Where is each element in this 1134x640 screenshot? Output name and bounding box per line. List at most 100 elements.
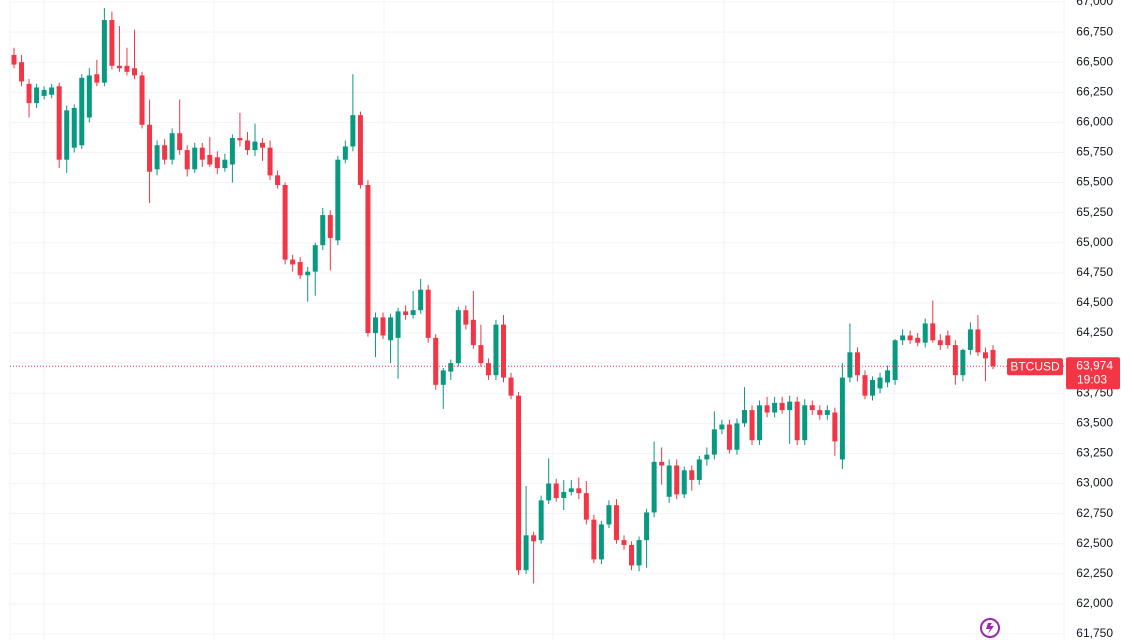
candle-body bbox=[49, 87, 55, 95]
price-badge bbox=[1066, 357, 1120, 390]
candle-body bbox=[930, 323, 936, 341]
candle-body bbox=[493, 324, 499, 376]
candle-body bbox=[892, 340, 898, 380]
candle-body bbox=[320, 215, 326, 246]
candle-body bbox=[237, 138, 243, 141]
candle-body bbox=[711, 429, 717, 455]
candle-body bbox=[169, 133, 175, 160]
candle-body bbox=[139, 75, 145, 125]
candle-body bbox=[967, 329, 973, 350]
candle-body bbox=[613, 505, 619, 541]
candle-body bbox=[982, 352, 988, 359]
candle-body bbox=[681, 470, 687, 495]
candle-body bbox=[659, 461, 665, 466]
candle-body bbox=[448, 363, 454, 372]
last-price-label: 63,974 bbox=[1076, 358, 1113, 372]
candle-body bbox=[719, 424, 725, 430]
candle-body bbox=[696, 459, 702, 480]
candle-body bbox=[629, 544, 635, 566]
candle-body bbox=[531, 535, 537, 542]
candle-body bbox=[847, 352, 853, 378]
candle-body bbox=[749, 410, 755, 441]
candle-body bbox=[131, 68, 137, 76]
y-tick-label: 65,000 bbox=[1076, 235, 1113, 249]
candle-body bbox=[101, 20, 107, 83]
candle-body bbox=[741, 410, 747, 424]
candle-body bbox=[244, 140, 250, 151]
y-tick-label: 65,500 bbox=[1076, 175, 1113, 189]
candle-body bbox=[568, 488, 574, 492]
candle-body bbox=[915, 337, 921, 343]
candle-body bbox=[922, 323, 928, 343]
candle-body bbox=[621, 540, 627, 545]
candle-body bbox=[440, 370, 446, 385]
candle-body bbox=[960, 349, 966, 376]
candle-body bbox=[772, 402, 778, 413]
candle-body bbox=[636, 540, 642, 566]
candle-body bbox=[34, 87, 40, 104]
candle-body bbox=[839, 377, 845, 460]
y-tick-label: 64,250 bbox=[1076, 325, 1113, 339]
candle-body bbox=[538, 500, 544, 541]
countdown-label: 19:03 bbox=[1077, 372, 1107, 386]
candle-body bbox=[71, 107, 77, 148]
candle-body bbox=[297, 262, 303, 276]
candle-body bbox=[591, 519, 597, 560]
candle-body bbox=[764, 405, 770, 413]
candle-body bbox=[147, 124, 153, 172]
y-tick-label: 65,250 bbox=[1076, 205, 1113, 219]
candle-body bbox=[885, 370, 891, 383]
candle-body bbox=[817, 410, 823, 415]
candle-body bbox=[862, 375, 868, 396]
candle-body bbox=[900, 335, 906, 341]
candle-body bbox=[388, 317, 394, 341]
candle-body bbox=[403, 311, 409, 315]
candle-body bbox=[162, 145, 168, 160]
candle-body bbox=[478, 345, 484, 364]
candle-body bbox=[516, 395, 522, 571]
candle-body bbox=[260, 142, 266, 148]
candle-body bbox=[824, 410, 830, 415]
candle-body bbox=[79, 77, 85, 146]
candle-body bbox=[192, 147, 198, 170]
candle-body bbox=[418, 289, 424, 311]
candle-body bbox=[425, 289, 431, 338]
y-tick-label: 64,750 bbox=[1076, 265, 1113, 279]
candle-body bbox=[372, 317, 378, 334]
candle-body bbox=[651, 461, 657, 513]
candle-body bbox=[64, 110, 70, 160]
candle-body bbox=[666, 465, 672, 497]
y-tick-label: 63,500 bbox=[1076, 416, 1113, 430]
candle-body bbox=[11, 54, 17, 65]
candle-body bbox=[854, 352, 860, 376]
candle-body bbox=[779, 402, 785, 411]
candle-body bbox=[19, 62, 25, 82]
candle-body bbox=[109, 20, 115, 66]
candle-body bbox=[56, 86, 62, 160]
candle-body bbox=[546, 483, 552, 501]
candle-body bbox=[877, 377, 883, 389]
symbol-badge bbox=[1007, 358, 1063, 376]
candle-body bbox=[357, 115, 363, 185]
candle-body bbox=[26, 83, 32, 104]
candle-body bbox=[199, 147, 205, 160]
candle-body bbox=[598, 524, 604, 560]
candle-body bbox=[809, 405, 815, 411]
candle-body bbox=[365, 184, 371, 334]
y-tick-label: 63,250 bbox=[1076, 446, 1113, 460]
candle-body bbox=[290, 259, 296, 265]
candle-body bbox=[124, 65, 130, 72]
y-tick-label: 66,500 bbox=[1076, 54, 1113, 68]
candle-body bbox=[802, 405, 808, 441]
y-tick-label: 62,250 bbox=[1076, 566, 1113, 580]
candle-body bbox=[327, 215, 333, 238]
candle-body bbox=[990, 349, 996, 367]
candle-body bbox=[184, 150, 190, 170]
y-tick-label: 65,750 bbox=[1076, 145, 1113, 159]
candle-body bbox=[177, 133, 183, 151]
candle-body bbox=[501, 324, 506, 378]
vertical-grid bbox=[9, 0, 1065, 640]
candle-body bbox=[380, 317, 386, 336]
y-tick-label: 62,000 bbox=[1076, 596, 1113, 610]
candle-body bbox=[945, 335, 951, 346]
